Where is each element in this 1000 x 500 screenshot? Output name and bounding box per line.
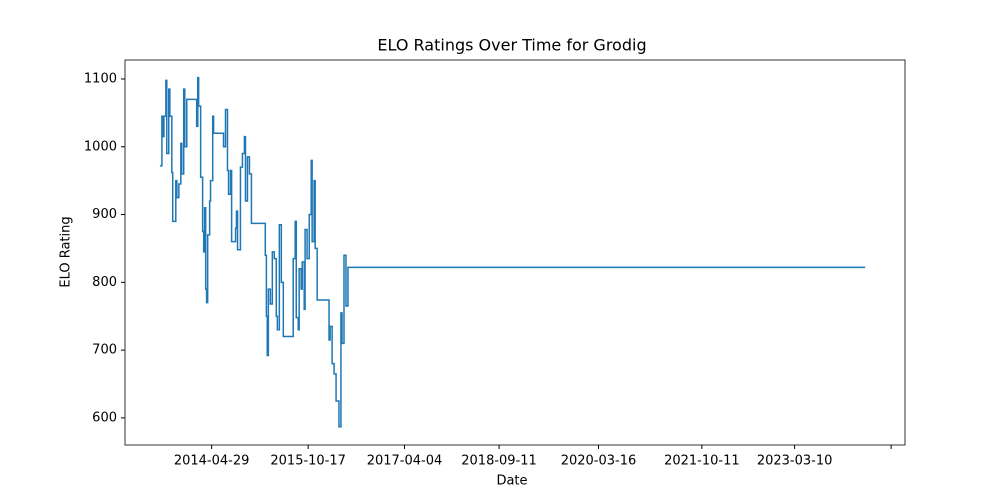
y-axis-label: ELO Rating (59, 216, 74, 287)
y-tick-label: 1100 (84, 71, 117, 86)
x-tick-label: 2021-10-11 (664, 454, 740, 469)
x-tick-label: 2015-10-17 (270, 454, 346, 469)
x-tick-label: 2020-03-16 (561, 454, 637, 469)
x-axis-label: Date (496, 474, 527, 489)
x-tick-label: 2014-04-29 (174, 454, 250, 469)
x-tick-label: 2018-09-11 (461, 454, 537, 469)
y-tick-label: 800 (92, 275, 117, 290)
y-tick-label: 900 (92, 207, 117, 222)
x-tick-label: 2017-04-04 (367, 454, 443, 469)
y-tick-label: 1000 (84, 139, 117, 154)
y-tick-label: 600 (92, 410, 117, 425)
x-tick-label: 2023-03-10 (757, 454, 833, 469)
y-tick-label: 700 (92, 343, 117, 358)
plot-frame (124, 59, 906, 446)
chart-title: ELO Ratings Over Time for Grodig (377, 36, 646, 55)
elo-line (159, 76, 866, 428)
